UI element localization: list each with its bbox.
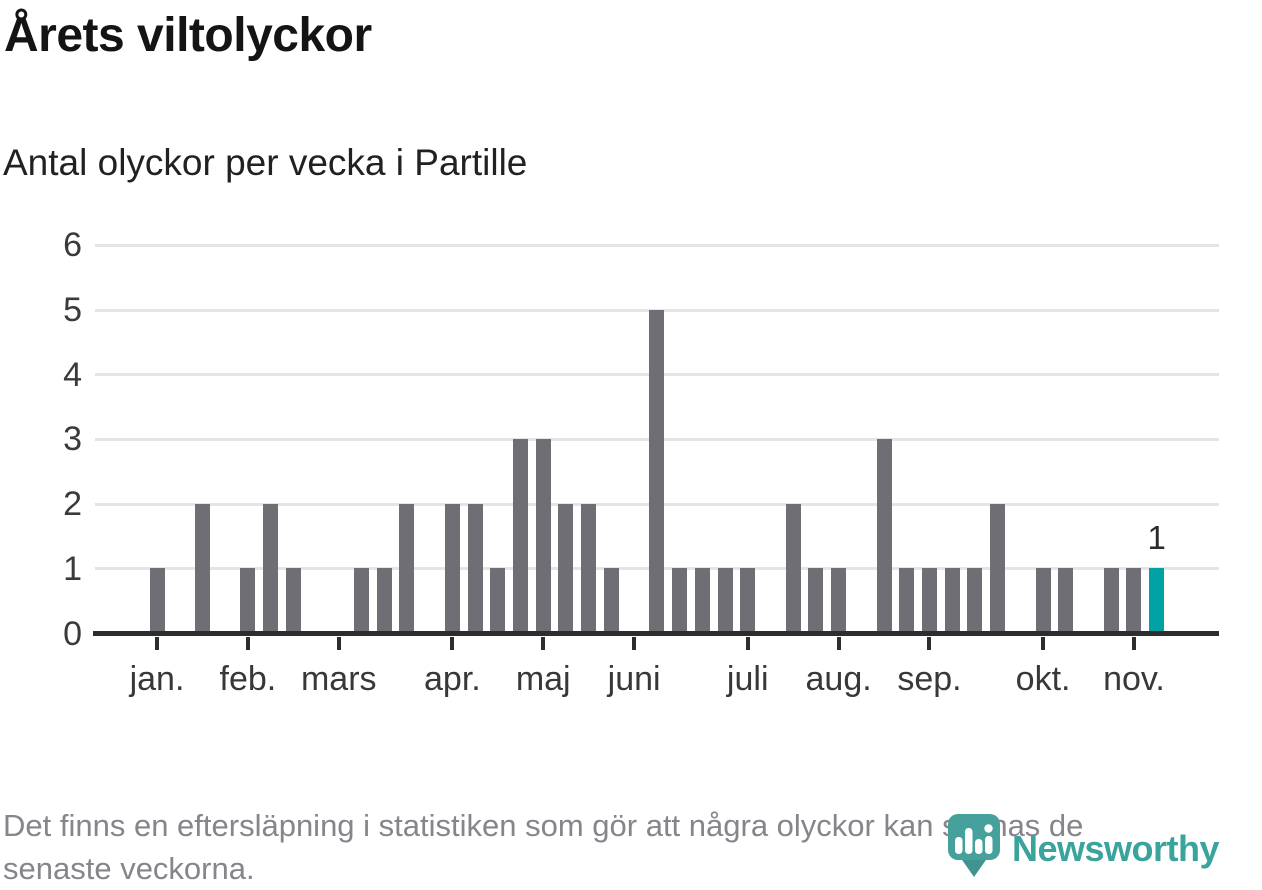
y-axis-tick-label: 4 xyxy=(63,355,82,394)
bar-week-30 xyxy=(808,568,824,633)
bar-week-7 xyxy=(285,568,301,633)
bar-week-17 xyxy=(513,438,529,633)
x-axis-month-label: aug. xyxy=(805,660,872,698)
x-axis-tick-mars xyxy=(336,637,341,650)
y-axis-tick-label: 3 xyxy=(63,420,82,459)
gridline-y-4 xyxy=(95,373,1219,377)
bar-week-20 xyxy=(581,503,597,633)
bar-week-16 xyxy=(490,568,506,633)
x-axis-month-label: nov. xyxy=(1103,660,1165,698)
bar-week-35 xyxy=(921,568,937,633)
newsworthy-logo: Newsworthy xyxy=(946,812,1262,879)
x-axis-month-label: okt. xyxy=(1015,660,1071,698)
x-axis-month-label: jan. xyxy=(129,660,185,698)
bar-week-34 xyxy=(899,568,915,633)
y-axis-tick-label: 0 xyxy=(63,614,82,653)
x-axis-tick-feb. xyxy=(245,637,250,650)
bar-week-21 xyxy=(603,568,619,633)
bar-week-31 xyxy=(831,568,847,633)
gridline-y-1 xyxy=(95,567,1219,571)
bar-week-6 xyxy=(263,503,279,633)
x-axis-month-label: feb. xyxy=(219,660,277,698)
footnote: Det finns en eftersläpning i statistiken… xyxy=(3,804,1262,890)
bar-week-1 xyxy=(149,568,165,633)
bar-week-36 xyxy=(944,568,960,633)
x-axis-tick-aug. xyxy=(836,637,841,650)
x-axis-month-label: maj xyxy=(515,660,571,698)
bar-week-33 xyxy=(876,438,892,633)
bar-week-19 xyxy=(558,503,574,633)
highlight-value-label: 1 xyxy=(1147,519,1166,557)
gridline-y-6 xyxy=(95,243,1219,247)
gridline-y-2 xyxy=(95,502,1219,506)
bar-week-11 xyxy=(376,568,392,633)
x-axis-tick-okt. xyxy=(1041,637,1046,650)
page-title: Årets viltolyckor xyxy=(4,9,372,62)
bar-week-12 xyxy=(399,503,415,633)
bar-week-5 xyxy=(240,568,256,633)
x-axis-tick-sep. xyxy=(927,637,932,650)
bar-week-26 xyxy=(717,568,733,633)
bar-week-15 xyxy=(467,503,483,633)
bar-week-18 xyxy=(535,438,551,633)
gridline-y-5 xyxy=(95,308,1219,312)
newsworthy-wordmark: Newsworthy xyxy=(1012,828,1220,869)
x-axis-line xyxy=(93,631,1219,636)
bar-week-25 xyxy=(694,568,710,633)
y-axis-tick-label: 6 xyxy=(63,226,82,265)
bar-week-24 xyxy=(672,568,688,633)
y-axis-tick-label: 1 xyxy=(63,549,82,588)
bar-week-3 xyxy=(194,503,210,633)
y-axis-tick-label: 5 xyxy=(63,291,82,330)
x-axis-month-label: sep. xyxy=(897,660,962,698)
x-axis-tick-maj xyxy=(541,637,546,650)
bar-week-29 xyxy=(785,503,801,633)
bar-week-45 xyxy=(1149,568,1165,633)
newsworthy-pin-bar-chart-icon xyxy=(948,814,1000,877)
x-axis-tick-juli xyxy=(745,637,750,650)
bar-week-27 xyxy=(740,568,756,633)
bar-week-10 xyxy=(353,568,369,633)
bar-week-38 xyxy=(990,503,1006,633)
x-axis-tick-juni xyxy=(632,637,637,650)
bar-week-23 xyxy=(649,309,665,633)
footnote-line-1: Det finns en eftersläpning i statistiken… xyxy=(3,808,1084,843)
x-axis-month-label: juni xyxy=(607,660,661,698)
bar-week-40 xyxy=(1035,568,1051,633)
x-axis-month-label: apr. xyxy=(424,660,481,698)
x-axis-month-label: mars xyxy=(300,660,377,698)
chart-subtitle: Antal olyckor per vecka i Partille xyxy=(3,142,528,183)
bar-week-14 xyxy=(444,503,460,633)
bar-week-43 xyxy=(1103,568,1119,633)
bar-week-41 xyxy=(1058,568,1074,633)
x-axis-month-label: juli xyxy=(726,660,769,698)
gridline-y-3 xyxy=(95,437,1219,441)
y-axis-tick-label: 2 xyxy=(63,485,82,524)
x-axis-tick-jan. xyxy=(155,637,159,650)
x-axis-tick-nov. xyxy=(1131,637,1136,650)
bar-week-44 xyxy=(1126,568,1142,633)
x-axis-tick-apr. xyxy=(450,637,455,650)
bar-week-37 xyxy=(967,568,983,633)
